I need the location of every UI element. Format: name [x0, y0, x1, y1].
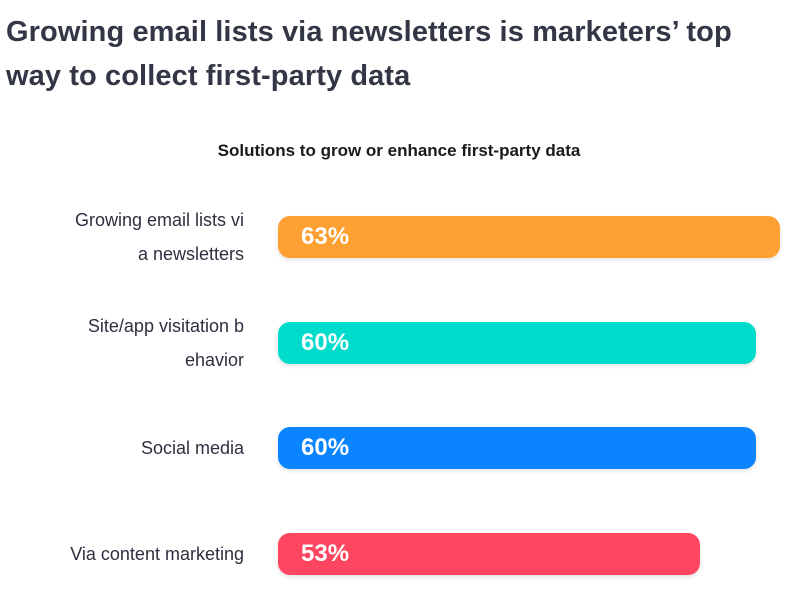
category-label: Site/app visitation b ehavior: [87, 316, 244, 370]
category-label: Social media: [140, 438, 244, 458]
bar: 60%: [278, 427, 756, 469]
chart-title: Solutions to grow or enhance first-party…: [217, 141, 581, 160]
bar-value-label: 53%: [301, 540, 350, 567]
bar-value-label: 60%: [301, 329, 350, 356]
headline: Growing email lists via newsletters is m…: [6, 16, 732, 92]
bar-value-label: 60%: [301, 434, 350, 461]
bar: 60%: [278, 322, 756, 364]
bar: 53%: [278, 533, 700, 575]
bar-value-label: 63%: [301, 223, 350, 250]
category-label: Growing email lists vi a newsletters: [74, 210, 244, 264]
category-label: Via content marketing: [70, 544, 244, 564]
bar: 63%: [278, 216, 780, 258]
